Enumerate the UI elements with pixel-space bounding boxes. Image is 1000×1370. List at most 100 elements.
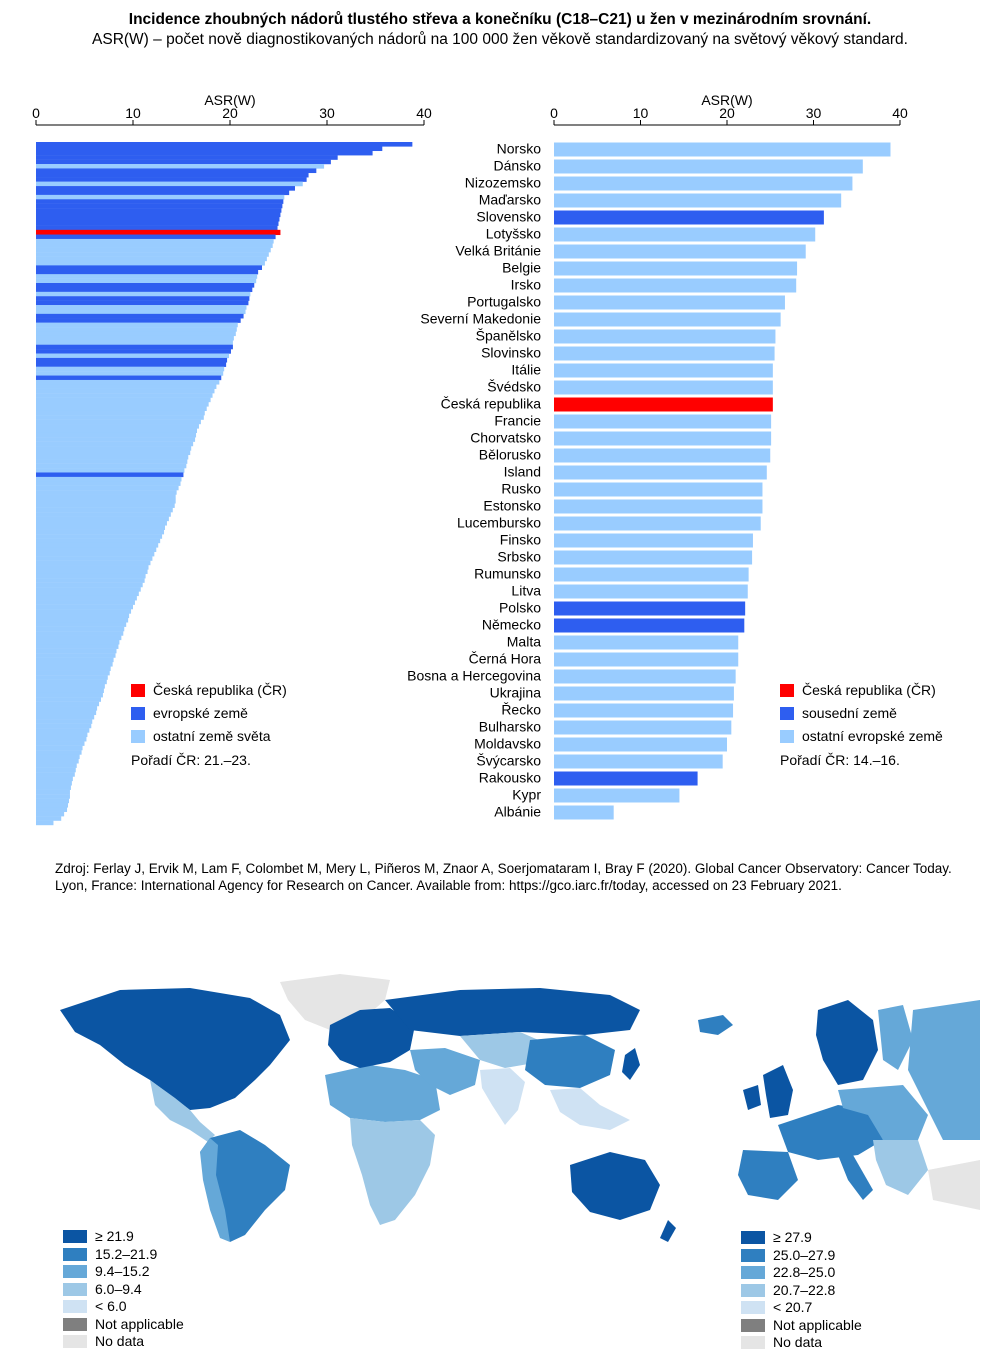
world-bar (36, 719, 93, 724)
europe-bar (554, 788, 680, 803)
world-bar (36, 340, 233, 345)
europe-legend-row: 25.0–27.9 (741, 1247, 862, 1265)
world-bar (36, 789, 70, 795)
europe-shape (328, 1008, 415, 1068)
europe-bar (554, 550, 753, 565)
country-label: Kypr (512, 787, 541, 803)
world-bar (36, 388, 215, 394)
italy-shape (838, 1155, 873, 1200)
world-bar (36, 613, 130, 619)
iberia-shape (738, 1150, 798, 1200)
europe-legend-row: 22.8–25.0 (741, 1264, 862, 1282)
world-bar (36, 247, 271, 253)
legend-label: 20.7–22.8 (773, 1281, 836, 1298)
world-bar (36, 485, 179, 491)
world-bar (36, 648, 117, 654)
world-bar (36, 666, 111, 671)
north-america-shape (60, 988, 290, 1110)
world-bar (36, 309, 246, 315)
europe-bar (554, 601, 746, 616)
world-map-legend: ≥ 21.9 15.2–21.9 9.4–15.2 6.0–9.4 < 6.0 … (63, 1228, 184, 1351)
legend-swatch (63, 1317, 87, 1331)
world-bar (36, 296, 250, 301)
world-bar (36, 811, 65, 817)
world-bar (36, 670, 110, 676)
iceland-shape (698, 1015, 733, 1035)
world-bar (36, 816, 62, 821)
world-bar (36, 225, 278, 231)
europe-bar (554, 533, 753, 548)
world-bar (36, 529, 165, 535)
world-bar (36, 384, 217, 389)
world-bar (36, 587, 141, 592)
world-bar (36, 679, 107, 685)
world-bar (36, 798, 69, 804)
europe-bar (554, 363, 773, 378)
world-bar (36, 181, 303, 187)
europe-bar (554, 295, 785, 310)
rank-note: Pořadí ČR: 14.–16. (780, 752, 900, 768)
south-america-west-shape (200, 1138, 230, 1242)
legend-label: ostatní evropské země (802, 728, 943, 744)
legend-swatch (63, 1300, 87, 1314)
world-bar (36, 776, 73, 782)
world-bar (36, 265, 263, 270)
world-bar (36, 238, 274, 244)
world-bar (36, 410, 205, 416)
europe-bar (554, 516, 761, 531)
world-bar (36, 683, 105, 689)
legend-swatch (131, 684, 145, 697)
world-bar (36, 269, 259, 275)
europe-bar (554, 482, 763, 497)
country-label: Španělsko (476, 328, 542, 344)
legend-label: Česká republika (ČR) (802, 682, 936, 698)
world-bar (36, 446, 192, 451)
scandinavia-shape (816, 1000, 878, 1085)
europe-bar (554, 720, 732, 735)
legend-swatch (780, 730, 794, 743)
legend-swatch (741, 1283, 765, 1297)
world-bar (36, 481, 181, 486)
legend-label: No data (95, 1333, 145, 1349)
world-bar (36, 155, 338, 160)
world-bar (36, 569, 148, 575)
world-bar (36, 520, 167, 526)
europe-bar (554, 346, 775, 361)
europe-bar (554, 635, 739, 650)
world-bar (36, 780, 72, 786)
x-tick-label: 20 (719, 105, 735, 121)
country-label: Dánsko (494, 158, 542, 174)
world-bar (36, 547, 157, 552)
country-label: Severní Makedonie (420, 311, 541, 327)
world-bar (36, 763, 77, 768)
russia-shape (385, 988, 640, 1036)
legend-swatch (63, 1247, 87, 1261)
x-tick-label: 40 (416, 105, 432, 121)
europe-bar (554, 567, 749, 582)
world-bar (36, 807, 68, 812)
legend-label: < 20.7 (773, 1299, 813, 1315)
europe-bar (554, 210, 824, 225)
uk-shape (763, 1065, 793, 1118)
world-bar (36, 714, 95, 720)
world-bar (36, 305, 247, 310)
japan-shape (622, 1048, 640, 1080)
europe-bar (554, 618, 745, 633)
legend-label: 15.2–21.9 (95, 1245, 158, 1262)
world-bar (36, 397, 211, 403)
legend-swatch (131, 730, 145, 743)
world-bar (36, 401, 209, 407)
europe-bar (554, 244, 806, 259)
country-label: Belgie (502, 260, 541, 276)
world-bar (36, 393, 213, 398)
legend-label: Česká republika (ČR) (153, 682, 287, 698)
world-legend-row: No data (63, 1333, 184, 1351)
world-bar (36, 767, 76, 773)
legend-swatch (741, 1266, 765, 1280)
world-bar (36, 441, 194, 447)
legend-swatch (741, 1336, 765, 1350)
world-bar (36, 525, 166, 530)
europe-legend-row: Not applicable (741, 1317, 862, 1335)
legend-swatch (63, 1282, 87, 1296)
country-label: Finsko (500, 532, 541, 548)
